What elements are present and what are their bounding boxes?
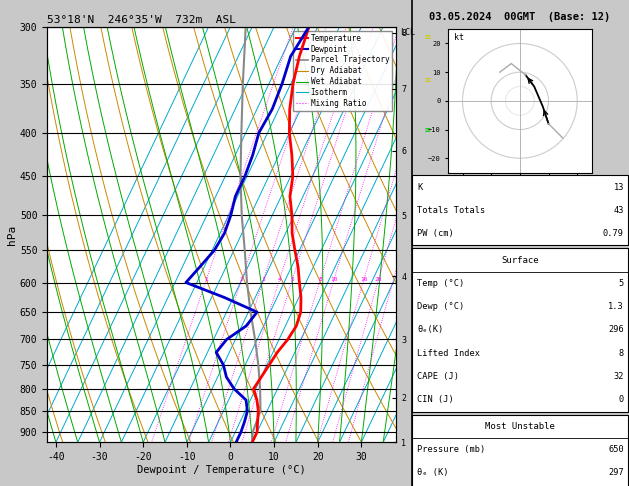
Text: © weatheronline.co.uk: © weatheronline.co.uk: [467, 471, 572, 480]
Text: kt: kt: [454, 34, 464, 42]
Text: 5: 5: [291, 277, 294, 282]
X-axis label: Dewpoint / Temperature (°C): Dewpoint / Temperature (°C): [137, 465, 306, 475]
Text: 13: 13: [613, 183, 624, 191]
Text: ≡: ≡: [424, 181, 430, 191]
Text: ≡: ≡: [424, 75, 430, 86]
Text: Totals Totals: Totals Totals: [417, 206, 486, 215]
Text: 43: 43: [613, 206, 624, 215]
Text: 3: 3: [262, 277, 265, 282]
Y-axis label: hPa: hPa: [7, 225, 17, 244]
Text: Most Unstable: Most Unstable: [485, 422, 555, 431]
Text: K: K: [417, 183, 422, 191]
Text: CIN (J): CIN (J): [417, 396, 454, 404]
Text: 0: 0: [619, 396, 624, 404]
Text: θₑ (K): θₑ (K): [417, 469, 448, 477]
Text: ≡: ≡: [424, 32, 430, 42]
Text: 03.05.2024  00GMT  (Base: 12): 03.05.2024 00GMT (Base: 12): [429, 12, 611, 22]
Text: 2: 2: [240, 277, 243, 282]
Legend: Temperature, Dewpoint, Parcel Trajectory, Dry Adiabat, Wet Adiabat, Isotherm, Mi: Temperature, Dewpoint, Parcel Trajectory…: [293, 31, 392, 111]
Text: θₑ(K): θₑ(K): [417, 326, 443, 334]
Text: 296: 296: [608, 326, 624, 334]
Text: 650: 650: [608, 445, 624, 454]
Text: km
ASL: km ASL: [416, 415, 430, 434]
Text: 32: 32: [613, 372, 624, 381]
Text: 20: 20: [375, 277, 382, 282]
Text: ≡: ≡: [424, 437, 430, 447]
Text: 16: 16: [360, 277, 368, 282]
Text: Dewp (°C): Dewp (°C): [417, 302, 464, 311]
Text: Lifted Index: Lifted Index: [417, 349, 480, 358]
Text: 297: 297: [608, 469, 624, 477]
Text: LCL: LCL: [400, 28, 415, 37]
Text: 0.79: 0.79: [603, 229, 624, 238]
Text: Surface: Surface: [501, 256, 538, 264]
Text: 8: 8: [318, 277, 322, 282]
Text: 10: 10: [330, 277, 338, 282]
Text: Pressure (mb): Pressure (mb): [417, 445, 486, 454]
Text: ≡: ≡: [424, 124, 430, 135]
Text: 5: 5: [619, 279, 624, 288]
Text: PW (cm): PW (cm): [417, 229, 454, 238]
Text: 1.3: 1.3: [608, 302, 624, 311]
Text: 53°18'N  246°35'W  732m  ASL: 53°18'N 246°35'W 732m ASL: [47, 15, 236, 25]
Text: 4: 4: [278, 277, 281, 282]
Text: 8: 8: [619, 349, 624, 358]
Text: ≡: ≡: [424, 249, 430, 259]
Text: ≡: ≡: [424, 331, 430, 341]
Text: CAPE (J): CAPE (J): [417, 372, 459, 381]
Text: 1: 1: [204, 277, 208, 282]
Text: Temp (°C): Temp (°C): [417, 279, 464, 288]
